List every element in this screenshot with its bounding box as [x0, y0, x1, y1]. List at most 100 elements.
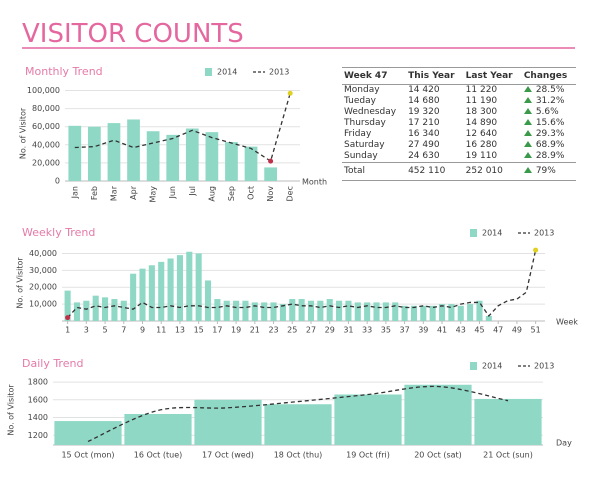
x-tick-label: 19 Oct (fri) [346, 451, 390, 460]
bar [270, 302, 277, 321]
y-tick-label: 40,000 [29, 249, 57, 258]
bar [223, 300, 230, 321]
up-arrow [523, 86, 532, 92]
x-tick-label: 11 [156, 326, 166, 335]
table-cell: 19 320 [406, 107, 464, 118]
chart-2: Daily Trend No. of Visitor Day 1200 1400 1600… [7, 357, 573, 460]
cell-text: Saturday [344, 140, 385, 150]
bar [457, 305, 464, 321]
header-cell: Last Year [463, 67, 522, 85]
bar [467, 304, 474, 321]
x-tick-label: Jul [188, 186, 197, 197]
bar [410, 305, 417, 321]
table-cell: 15.6% [522, 118, 576, 129]
bar [68, 125, 82, 181]
bar [251, 302, 258, 321]
x-tick-label: 37 [399, 326, 409, 335]
legend-label: 2014 [217, 68, 237, 77]
cell-text: 15.6% [535, 118, 565, 128]
x-tick-label: 41 [437, 326, 447, 335]
table-cell: 29.3% [522, 129, 576, 140]
x-tick-label: 51 [531, 326, 541, 335]
cell-text: Thursday [344, 118, 386, 128]
line-series [74, 93, 291, 163]
line-series [67, 249, 537, 319]
x-tick-label: 31 [343, 326, 353, 335]
x-tick-label: 17 [212, 326, 222, 335]
bar [83, 300, 90, 321]
bar [448, 304, 455, 321]
table-cell: 28.9% [522, 151, 576, 163]
x-tick-label: Feb [90, 186, 99, 200]
x-tick-label: 1 [65, 326, 70, 335]
bar [167, 258, 174, 321]
cell-text: Tueday [344, 96, 376, 106]
bar [124, 413, 192, 445]
table-cell: 12 640 [464, 129, 522, 140]
y-tick-label: 80,000 [32, 104, 60, 113]
bar [242, 300, 249, 321]
bar [158, 261, 165, 321]
cell-text: 19 320 [408, 107, 440, 117]
x-tick-label: Oct [247, 186, 256, 200]
y-axis-label: No. of Visitor [19, 107, 28, 159]
bar [289, 299, 296, 321]
cell-text: 31.2% [535, 96, 565, 106]
cell-text: Friday [344, 129, 372, 139]
table-cell: Friday [342, 129, 406, 140]
cell-text: 452 110 [408, 166, 446, 176]
up-arrow [523, 141, 532, 147]
y-tick-label: 1200 [28, 431, 48, 440]
cell-text: 16 340 [408, 129, 440, 139]
bar [73, 302, 81, 321]
line-series [87, 385, 509, 443]
cell-text: 19 110 [465, 151, 498, 161]
bar [111, 299, 118, 321]
bar [429, 305, 436, 321]
y-axis-label: No. of Visitor [16, 257, 25, 309]
bar [148, 265, 155, 321]
cell-text: Sunday [344, 151, 378, 161]
bar [194, 399, 262, 445]
bar [401, 305, 408, 321]
cell-text: 68.9% [535, 140, 565, 150]
up-arrow [523, 167, 532, 173]
x-tick-label: 5 [103, 326, 108, 335]
y-tick-label: 1600 [28, 395, 48, 404]
bar [382, 302, 389, 321]
bar [120, 300, 127, 321]
x-tick-label: 23 [268, 326, 278, 335]
line-marker [268, 158, 274, 164]
y-tick-label: 100,000 [27, 86, 60, 95]
chart-0: Monthly Trend No. of Visitor Month 0 20,000 4… [19, 65, 328, 203]
x-tick-label: 18 Oct (thu) [274, 451, 323, 460]
y-tick-label: 0 [55, 177, 60, 186]
bar [139, 268, 146, 321]
table-cell: 11 220 [464, 85, 522, 97]
bar [102, 297, 109, 321]
cell-text: 12 640 [465, 129, 498, 139]
up-arrow [523, 97, 532, 103]
bar [264, 167, 277, 181]
table-cell: Monday [342, 85, 406, 97]
y-tick-label: 40,000 [32, 140, 60, 149]
table-header: Week 47 This Year Last Year Changes [342, 67, 576, 85]
y-tick-label: 1400 [28, 413, 48, 422]
x-tick-label: 20 Oct (sat) [414, 451, 462, 460]
y-axis-label: No. of Visitor [7, 384, 16, 436]
x-tick-label: Apr [129, 185, 138, 200]
x-axis-label: Month [302, 178, 327, 187]
cell-text: 79% [535, 166, 556, 176]
bar [279, 304, 286, 321]
cell-text: 28.9% [535, 151, 565, 161]
legend-swatch [470, 362, 477, 370]
cell-text: 14 890 [465, 118, 498, 128]
header-cell: Changes [521, 67, 576, 85]
bar [195, 253, 202, 321]
x-tick-label: Jan [70, 186, 79, 199]
table-row: Saturday 27 490 16 280 68.9% [342, 140, 576, 151]
bar [64, 290, 71, 321]
bar [336, 300, 343, 321]
cell-text: 29.3% [535, 129, 565, 139]
